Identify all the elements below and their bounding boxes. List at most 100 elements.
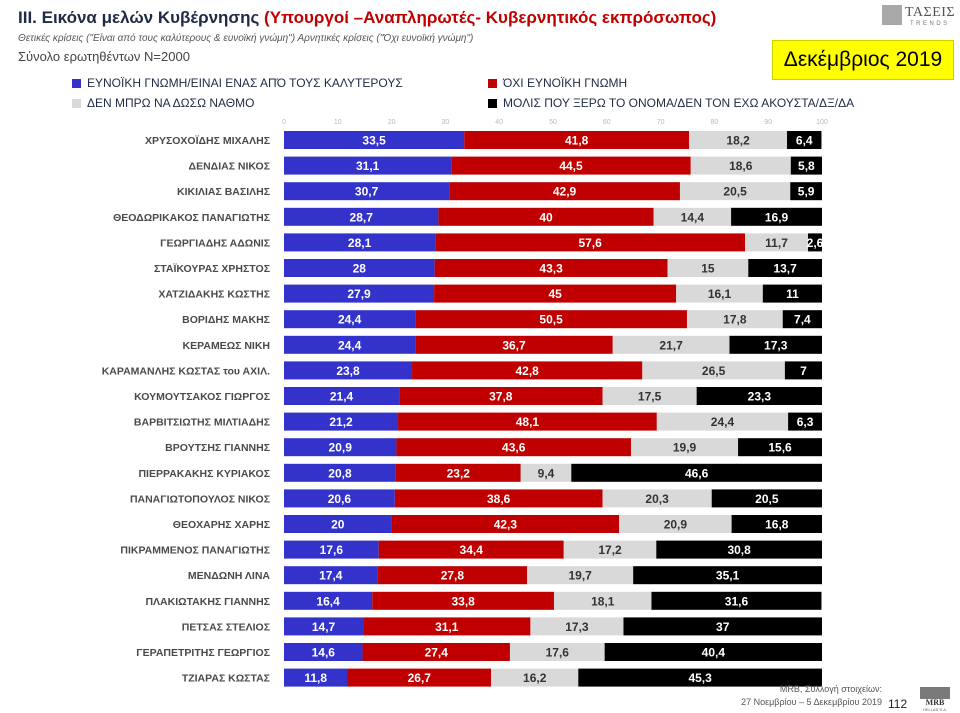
tasis-logo: ΤΑΣΕΙΣ TRENDS (882, 5, 955, 33)
bar-unknown (711, 489, 822, 508)
page-title: III. Εικόνα μελών Κυβέρνησης (Υπουργοί –… (18, 8, 716, 28)
x-tick-label: 70 (657, 119, 665, 126)
bar-dontknow (745, 233, 809, 252)
data-label-favorable: 14,6 (312, 646, 336, 660)
bar-unfavorable (363, 617, 531, 636)
bar-dontknow (563, 540, 657, 559)
data-label-unfavorable: 41,8 (565, 134, 589, 148)
x-tick-label: 90 (764, 119, 772, 126)
data-label-unfavorable: 48,1 (516, 415, 540, 429)
bar-unknown (788, 412, 822, 431)
data-label-unfavorable: 57,6 (578, 236, 602, 250)
bar-favorable (284, 668, 348, 687)
bar-unknown (578, 668, 822, 687)
bar-favorable (284, 387, 400, 405)
data-label-dontknow: 14,4 (681, 210, 705, 224)
bar-favorable (284, 489, 395, 508)
category-label: ΠΕΤΣΑΣ ΣΤΕΛΙΟΣ (182, 621, 270, 633)
data-label-unknown: 35,1 (716, 569, 740, 583)
data-label-unfavorable: 27,8 (441, 569, 465, 583)
bar-unknown (604, 643, 822, 661)
bar-dontknow (656, 412, 789, 431)
bar-unfavorable (434, 259, 668, 277)
bar-unfavorable (434, 284, 677, 303)
bar-dontknow (690, 156, 791, 175)
bar-unfavorable (415, 335, 613, 354)
data-label-dontknow: 15 (701, 262, 715, 276)
bar-favorable (284, 310, 416, 329)
data-label-unfavorable: 38,6 (487, 492, 511, 506)
bar-unfavorable (362, 643, 510, 661)
data-label-unfavorable: 45 (548, 287, 562, 301)
logo-square-icon (882, 5, 902, 25)
bar-dontknow (619, 515, 732, 533)
sample-size: Σύνολο ερωτηθέντων N=2000 (18, 49, 190, 64)
legend-item-unfavorable: ΌΧΙ ΕΥΝΟΪΚΗ ΓΝΩΜΗ (488, 76, 627, 90)
bar-favorable (284, 591, 373, 610)
data-label-favorable: 20,8 (328, 466, 352, 480)
data-label-unfavorable: 26,7 (408, 671, 432, 685)
bar-unknown (787, 131, 822, 149)
bar-dontknow (653, 207, 732, 226)
bar-favorable (284, 566, 378, 585)
bar-unfavorable (372, 591, 555, 610)
bar-unfavorable (398, 412, 657, 431)
x-tick-label: 30 (442, 119, 450, 126)
data-label-unfavorable: 43,3 (539, 262, 563, 276)
data-label-unknown: 15,6 (768, 441, 792, 455)
title-sub: (Υπουργοί –Αναπληρωτές- Κυβερνητικός εκπ… (264, 8, 717, 27)
bar-favorable (284, 131, 465, 149)
bar-unfavorable (435, 233, 746, 252)
data-label-unknown: 7 (800, 364, 807, 378)
bar-unfavorable (451, 156, 691, 175)
data-label-dontknow: 17,2 (598, 543, 622, 557)
title-main: III. Εικόνα μελών Κυβέρνησης (18, 8, 260, 27)
data-label-dontknow: 26,5 (702, 364, 726, 378)
bar-dontknow (602, 387, 697, 405)
data-label-favorable: 16,4 (316, 594, 340, 608)
bar-favorable (284, 463, 396, 482)
data-label-dontknow: 18,1 (591, 594, 615, 608)
bar-favorable (284, 284, 435, 303)
data-label-unknown: 17,3 (764, 338, 788, 352)
data-label-favorable: 27,9 (347, 287, 371, 301)
category-label: ΚΑΡΑΜΑΝΛΗΣ ΚΩΣΤΑΣ του ΑΧΙΛ. (102, 365, 270, 377)
data-label-unfavorable: 40 (539, 210, 553, 224)
legend-label-unfavorable: ΌΧΙ ΕΥΝΟΪΚΗ ΓΝΩΜΗ (503, 76, 628, 90)
category-label: ΜΕΝΔΩΝΗ ΛΙΝΑ (188, 570, 270, 582)
bar-favorable (284, 207, 439, 226)
data-label-favorable: 24,4 (338, 338, 362, 352)
data-label-unknown: 5,8 (798, 159, 815, 173)
legend-label-favorable: ΕΥΝΟΪΚΗ ΓΝΩΜΗ/ΕΙΝΑΙ ΕΝΑΣ ΑΠΌ ΤΟΥΣ ΚΑΛΥΤΕ… (87, 76, 403, 90)
data-label-dontknow: 17,6 (546, 646, 570, 660)
footer-dates: 27 Νοεμβρίου – 5 Δεκεμβρίου 2019 (741, 697, 882, 707)
bar-unknown (738, 438, 822, 457)
bar-unknown (731, 515, 822, 533)
data-label-favorable: 31,1 (356, 159, 380, 173)
data-label-unknown: 6,4 (796, 134, 813, 148)
legend-label-dontknow: ΔΕΝ ΜΠΡΩ ΝΑ ΔΩΣΩ ΝΑΘΜΟ (87, 96, 255, 110)
bar-favorable (284, 540, 379, 559)
bar-unfavorable (412, 361, 643, 380)
bar-dontknow (642, 361, 785, 380)
bar-unknown (633, 566, 822, 585)
data-label-favorable: 28,1 (348, 236, 372, 250)
data-label-dontknow: 16,1 (708, 287, 732, 301)
bar-dontknow (509, 643, 605, 661)
bar-unknown (784, 361, 822, 380)
bar-dontknow (689, 131, 788, 149)
bar-unknown (623, 617, 822, 636)
month-badge: Δεκέμβριος 2019 (772, 40, 954, 80)
bar-dontknow (527, 566, 634, 585)
legend-swatch-favorable (72, 78, 81, 88)
bar-unknown (731, 207, 822, 226)
data-label-unfavorable: 23,2 (447, 466, 471, 480)
data-label-dontknow: 19,9 (673, 441, 697, 455)
bar-favorable (284, 438, 397, 457)
bar-dontknow (631, 438, 739, 457)
category-label: ΓΕΩΡΓΙΑΔΗΣ ΑΔΩΝΙΣ (160, 237, 270, 249)
x-tick-label: 50 (549, 119, 557, 126)
data-label-dontknow: 20,5 (723, 185, 747, 199)
data-label-dontknow: 20,3 (645, 492, 669, 506)
data-label-dontknow: 18,6 (729, 159, 753, 173)
